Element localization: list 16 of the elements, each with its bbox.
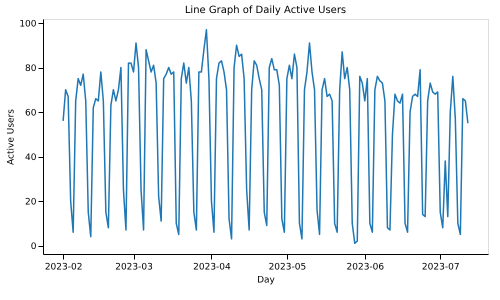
y-axis-title: Active Users [6,108,16,165]
y-tick-label: 0 [30,242,37,252]
y-tick-label: 80 [25,64,37,74]
x-tick-label: 2023-07 [422,262,460,272]
x-tick-label: 2023-02 [44,262,82,272]
line-series [62,28,469,244]
x-axis-title: Day [257,276,276,286]
y-tick-label: 40 [25,153,37,164]
chart-title: Line Graph of Daily Active Users [184,5,346,16]
y-tick-label: 20 [25,198,37,208]
y-tick-label: 100 [19,20,37,30]
x-tick-label: 2023-06 [346,262,384,272]
x-tick-label: 2023-03 [115,262,153,272]
x-tick-label: 2023-05 [268,262,306,272]
x-tick-label: 2023-04 [193,262,232,272]
y-tick-label: 60 [25,108,37,119]
